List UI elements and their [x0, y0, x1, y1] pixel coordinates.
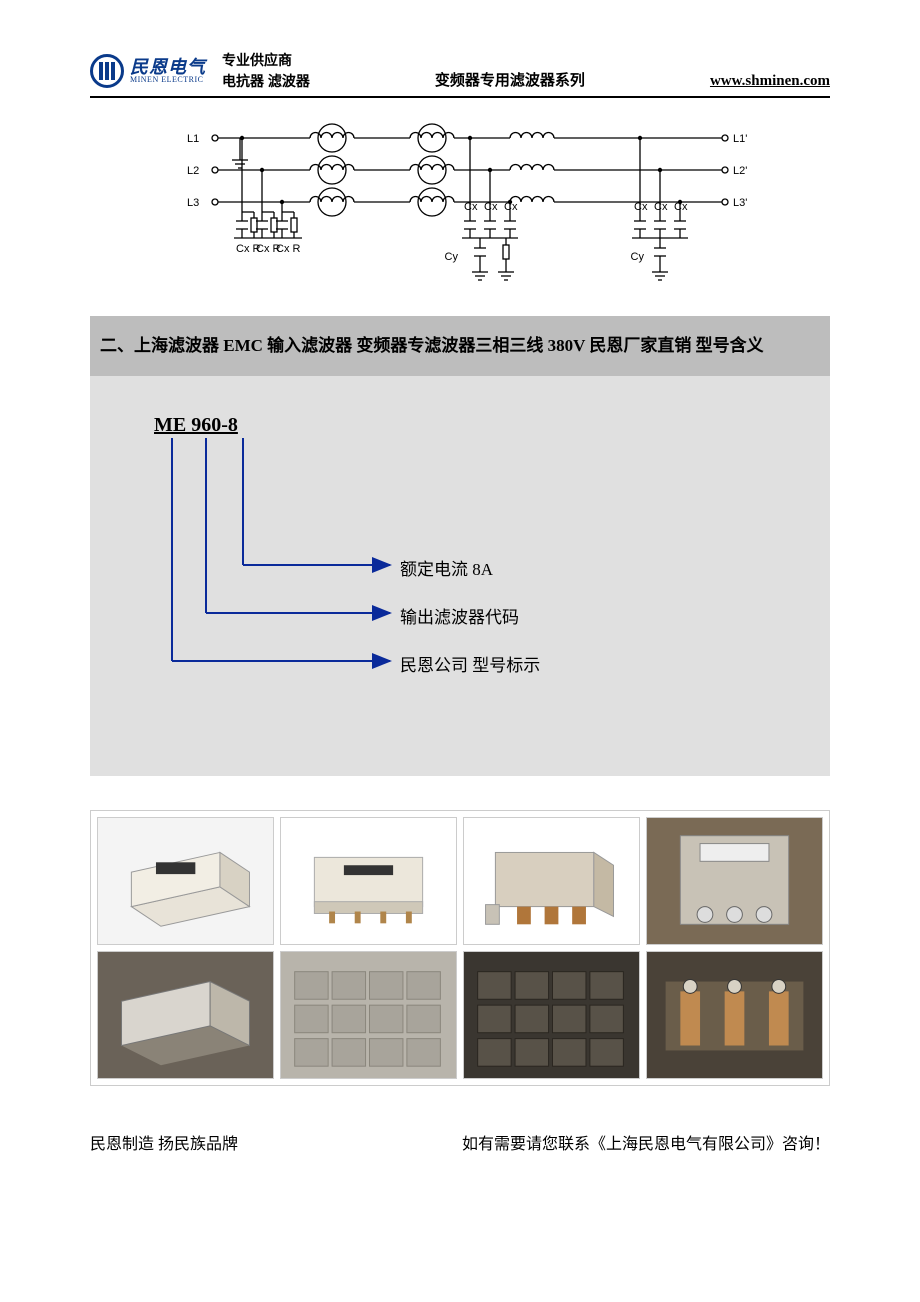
circuit-diagram: L1L1'L2L2'L3L3'Cx RCx RCx RCxCxCxCyCxCxC… [90, 118, 830, 298]
svg-text:L2': L2' [733, 165, 747, 177]
svg-text:L1': L1' [733, 133, 747, 145]
footer-left: 民恩制造 扬民族品牌 [90, 1130, 238, 1154]
footer-right: 如有需要请您联系《上海民恩电气有限公司》咨询！ [462, 1130, 830, 1154]
product-gallery [90, 810, 830, 1086]
svg-text:Cy: Cy [631, 251, 645, 263]
page-footer: 民恩制造 扬民族品牌 如有需要请您联系《上海民恩电气有限公司》咨询！ [90, 1130, 830, 1154]
svg-text:Cx: Cx [674, 201, 688, 213]
logo-text-cn: 民恩电气 [130, 58, 206, 76]
product-thumb [463, 817, 640, 945]
product-thumb [97, 817, 274, 945]
svg-text:Cx R: Cx R [276, 243, 301, 255]
svg-text:Cx: Cx [504, 201, 518, 213]
svg-text:Cy: Cy [445, 251, 459, 263]
svg-text:L1: L1 [187, 133, 199, 145]
model-label: 输出滤波器代码 [400, 603, 519, 628]
model-code-panel: ME 960-8 额定电流 8A输出滤波器代码民恩公司 型号标示 [90, 376, 830, 776]
product-thumb [280, 817, 457, 945]
page: 民恩电气 MINEN ELECTRIC 专业供应商 电抗器 滤波器 变频器专用滤… [0, 0, 920, 1194]
svg-text:L2: L2 [187, 165, 199, 177]
model-label: 民恩公司 型号标示 [400, 651, 540, 676]
circuit-svg: L1L1'L2L2'L3L3'Cx RCx RCx RCxCxCxCyCxCxC… [170, 118, 750, 298]
page-header: 民恩电气 MINEN ELECTRIC 专业供应商 电抗器 滤波器 变频器专用滤… [90, 50, 830, 98]
product-thumb [463, 951, 640, 1079]
company-logo: 民恩电气 MINEN ELECTRIC [90, 54, 206, 88]
header-left: 民恩电气 MINEN ELECTRIC 专业供应商 电抗器 滤波器 [90, 50, 310, 92]
product-thumb [646, 817, 823, 945]
svg-text:L3: L3 [187, 197, 199, 209]
header-title: 变频器专用滤波器系列 [435, 69, 585, 92]
product-thumb [646, 951, 823, 1079]
tagline-line2: 电抗器 滤波器 [222, 71, 310, 92]
model-label: 额定电流 8A [400, 555, 493, 580]
header-tagline: 专业供应商 电抗器 滤波器 [222, 50, 310, 92]
logo-icon [90, 54, 124, 88]
product-thumb [280, 951, 457, 1079]
logo-text-en: MINEN ELECTRIC [130, 76, 206, 84]
product-thumb [97, 951, 274, 1079]
svg-text:Cx: Cx [484, 201, 498, 213]
header-website[interactable]: www.shminen.com [710, 73, 830, 92]
tagline-line1: 专业供应商 [222, 50, 310, 71]
svg-text:Cx: Cx [654, 201, 668, 213]
svg-text:Cx: Cx [464, 201, 478, 213]
svg-text:Cx: Cx [634, 201, 648, 213]
section-2-heading: 二、上海滤波器 EMC 输入滤波器 变频器专滤波器三相三线 380V 民恩厂家直… [90, 316, 830, 376]
svg-text:L3': L3' [733, 197, 747, 209]
